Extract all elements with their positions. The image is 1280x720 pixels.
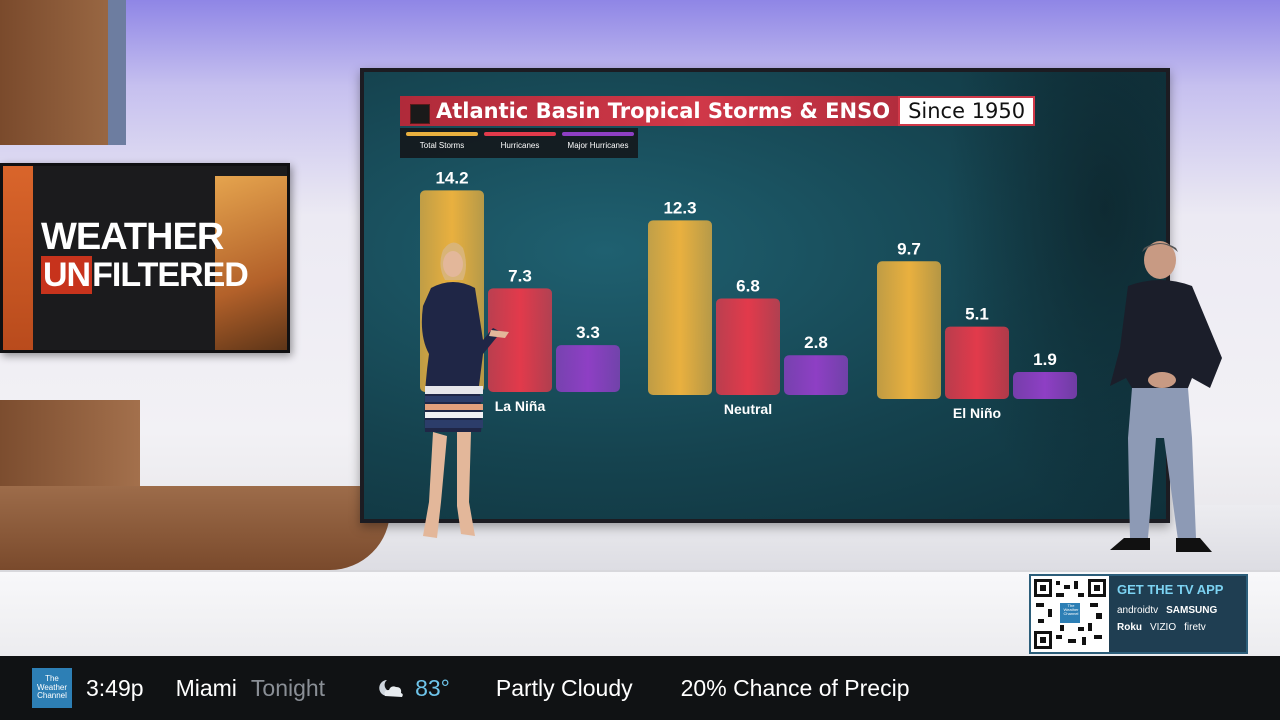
chart-subtitle: Since 1950 — [898, 96, 1036, 126]
legend-item-hurricanes: Hurricanes — [484, 132, 556, 154]
legend-label-total-storms: Total Storms — [419, 141, 465, 150]
value-label-major-hurricanes-2: 1.9 — [1033, 350, 1057, 369]
partly-cloudy-night-icon — [379, 680, 403, 697]
ticker-temperature: 83° — [415, 674, 450, 701]
show-logo-line2: UNFILTERED — [41, 256, 249, 294]
value-label-hurricanes-1: 6.8 — [736, 276, 760, 295]
category-label-2: El Niño — [953, 405, 1001, 421]
tv-app-text: GET THE TV APP androidtv SAMSUNG Roku VI… — [1109, 576, 1246, 652]
studio-wall-panel — [0, 0, 120, 145]
legend-swatch-hurricanes — [484, 132, 556, 136]
chart-title-bar: Atlantic Basin Tropical Storms & ENSO Si… — [400, 96, 1036, 126]
qr-code[interactable]: The Weather Channel — [1031, 576, 1109, 652]
legend-label-hurricanes: Hurricanes — [500, 141, 540, 150]
bar-major-hurricanes-2 — [1013, 372, 1077, 399]
platform-androidtv: androidtv — [1117, 605, 1159, 616]
platform-roku: Roku — [1117, 622, 1142, 633]
category-label-1: Neutral — [724, 401, 772, 417]
value-label-total-storms-0: 14.2 — [435, 168, 468, 187]
presenter-female — [421, 242, 509, 538]
value-label-major-hurricanes-0: 3.3 — [576, 323, 600, 342]
ticker-time: 3:49p — [86, 674, 144, 701]
ticker-period: Tonight — [250, 674, 326, 701]
studio-pillar — [108, 0, 126, 145]
twc-logo: The Weather Channel — [32, 668, 72, 708]
show-logo-line2-prefix: UN — [41, 256, 93, 294]
chart-title-box: Atlantic Basin Tropical Storms & ENSO — [400, 96, 899, 126]
chart-legend: Total Storms Hurricanes Major Hurricanes — [400, 128, 638, 158]
value-label-hurricanes-2: 5.1 — [965, 305, 989, 324]
ticker-condition: Partly Cloudy — [495, 674, 633, 701]
value-label-hurricanes-0: 7.3 — [508, 266, 532, 285]
studio-riser — [0, 486, 390, 570]
qr-center-label: The Weather Channel — [1063, 603, 1079, 616]
bar-total-storms-2 — [877, 261, 941, 399]
presenter-male — [1110, 241, 1222, 552]
bar-hurricanes-1 — [716, 298, 780, 395]
legend-swatch-major-hurricanes — [562, 132, 634, 136]
tv-platforms-row1: androidtv SAMSUNG — [1117, 605, 1246, 616]
bar-major-hurricanes-0 — [556, 345, 620, 392]
platform-firetv: firetv — [1184, 622, 1206, 633]
chart-title: Atlantic Basin Tropical Storms & ENSO — [436, 99, 891, 123]
title-square-icon — [410, 103, 430, 124]
bar-major-hurricanes-1 — [784, 355, 848, 395]
show-logo: WEATHER UNFILTERED — [41, 216, 249, 294]
show-logo-monitor: WEATHER UNFILTERED — [0, 163, 290, 353]
platform-vizio: VIZIO — [1150, 622, 1177, 633]
value-label-major-hurricanes-1: 2.8 — [804, 333, 828, 352]
legend-item-major-hurricanes: Major Hurricanes — [562, 132, 634, 154]
show-logo-line2-rest: FILTERED — [92, 256, 249, 294]
bar-hurricanes-0 — [488, 288, 552, 392]
category-label-0: La Niña — [495, 398, 546, 414]
qr-code-pattern — [1034, 579, 1106, 649]
tv-app-promo: The Weather Channel GET THE TV APP andro… — [1029, 574, 1248, 654]
monitor-graphic-left — [3, 166, 33, 350]
legend-label-major-hurricanes: Major Hurricanes — [567, 141, 629, 150]
value-label-total-storms-1: 12.3 — [663, 198, 696, 217]
tv-app-heading: GET THE TV APP — [1117, 582, 1224, 597]
weather-ticker: The Weather Channel 3:49p Miami Tonight … — [0, 656, 1280, 720]
value-label-total-storms-2: 9.7 — [897, 239, 921, 258]
ticker-precip: 20% Chance of Precip — [680, 674, 910, 701]
tv-platforms-row2: Roku VIZIO firetv — [1117, 622, 1246, 633]
platform-samsung: SAMSUNG — [1166, 605, 1218, 616]
bar-hurricanes-2 — [945, 326, 1009, 399]
bar-total-storms-1 — [648, 220, 712, 395]
monitor-graphic-right — [215, 176, 287, 350]
legend-swatch-total-storms — [406, 132, 478, 136]
show-logo-line1: WEATHER — [41, 216, 224, 258]
legend-item-total-storms: Total Storms — [406, 132, 478, 154]
ticker-city: Miami — [175, 674, 237, 701]
